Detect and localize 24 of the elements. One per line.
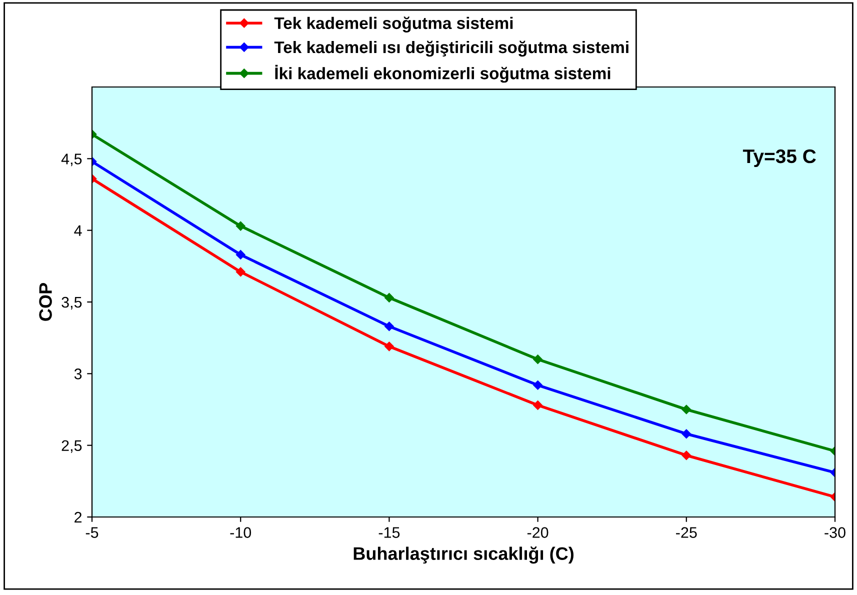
legend-label: Tek kademeli soğutma sistemi (274, 16, 513, 32)
y-tick-label: 4 (74, 225, 82, 236)
legend-label: Tek kademeli ısı değiştiricili soğutma sistemi (274, 40, 628, 57)
y-axis-title: COP (39, 283, 52, 321)
point (533, 354, 542, 364)
point (384, 342, 394, 352)
x-axis-title: Buharlaştırıcı sıcaklığı (C) (354, 546, 574, 564)
x-tick-label: -20 (527, 527, 548, 538)
x-tick-label: -15 (378, 527, 400, 538)
y-tick-label: 4,5 (61, 154, 82, 166)
y-tick-label: 3 (74, 368, 82, 380)
y-tick-label: 3,5 (62, 296, 82, 310)
y-tick-label: 2 (74, 512, 82, 523)
point (384, 293, 394, 302)
annotation: Ty=35 C (742, 149, 816, 168)
x-tick-label: -10 (230, 527, 252, 538)
point (533, 380, 542, 390)
x-tick-label: -5 (86, 527, 98, 538)
point (533, 400, 542, 410)
point (384, 322, 394, 331)
x-tick-label: -30 (824, 527, 846, 538)
legend-label: İki kademeli ekonomizerli soğutma sistemi (275, 64, 610, 83)
y-tick-label: 2,5 (62, 440, 82, 453)
x-tick-label: -25 (676, 527, 697, 538)
